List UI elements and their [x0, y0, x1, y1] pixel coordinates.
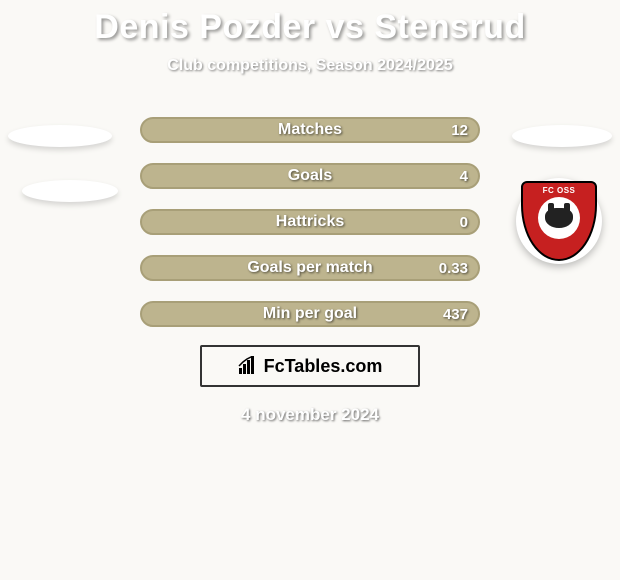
stat-value: 0.33 [439, 260, 468, 277]
decorative-ellipse [22, 180, 118, 202]
badge-shield: FC OSS [521, 181, 597, 261]
stat-value: 0 [460, 214, 468, 231]
badge-text: FC OSS [543, 186, 576, 195]
badge-inner-circle [538, 197, 580, 239]
badge-outer-circle: FC OSS [516, 178, 602, 264]
stat-label: Min per goal [263, 305, 357, 323]
page-title: Denis Pozder vs Stensrud [0, 0, 620, 47]
stat-bar: Min per goal 437 [140, 301, 480, 327]
stat-label: Hattricks [276, 213, 344, 231]
stat-label: Goals per match [247, 259, 372, 277]
chart-icon [238, 356, 260, 376]
decorative-ellipse [512, 125, 612, 147]
bull-icon [545, 208, 573, 228]
club-badge: FC OSS [516, 178, 602, 264]
stat-bar: Goals per match 0.33 [140, 255, 480, 281]
stat-label: Matches [278, 121, 342, 139]
date-label: 4 november 2024 [0, 405, 620, 425]
stat-value: 4 [460, 168, 468, 185]
infographic-container: Denis Pozder vs Stensrud Club competitio… [0, 0, 620, 580]
page-subtitle: Club competitions, Season 2024/2025 [0, 57, 620, 75]
brand-box[interactable]: FcTables.com [200, 345, 420, 387]
stat-value: 437 [443, 306, 468, 323]
decorative-ellipse [8, 125, 112, 147]
brand-label: FcTables.com [264, 356, 383, 377]
stat-value: 12 [451, 122, 468, 139]
stat-bar: Matches 12 [140, 117, 480, 143]
stat-label: Goals [288, 167, 332, 185]
stat-bar: Hattricks 0 [140, 209, 480, 235]
stat-bar: Goals 4 [140, 163, 480, 189]
